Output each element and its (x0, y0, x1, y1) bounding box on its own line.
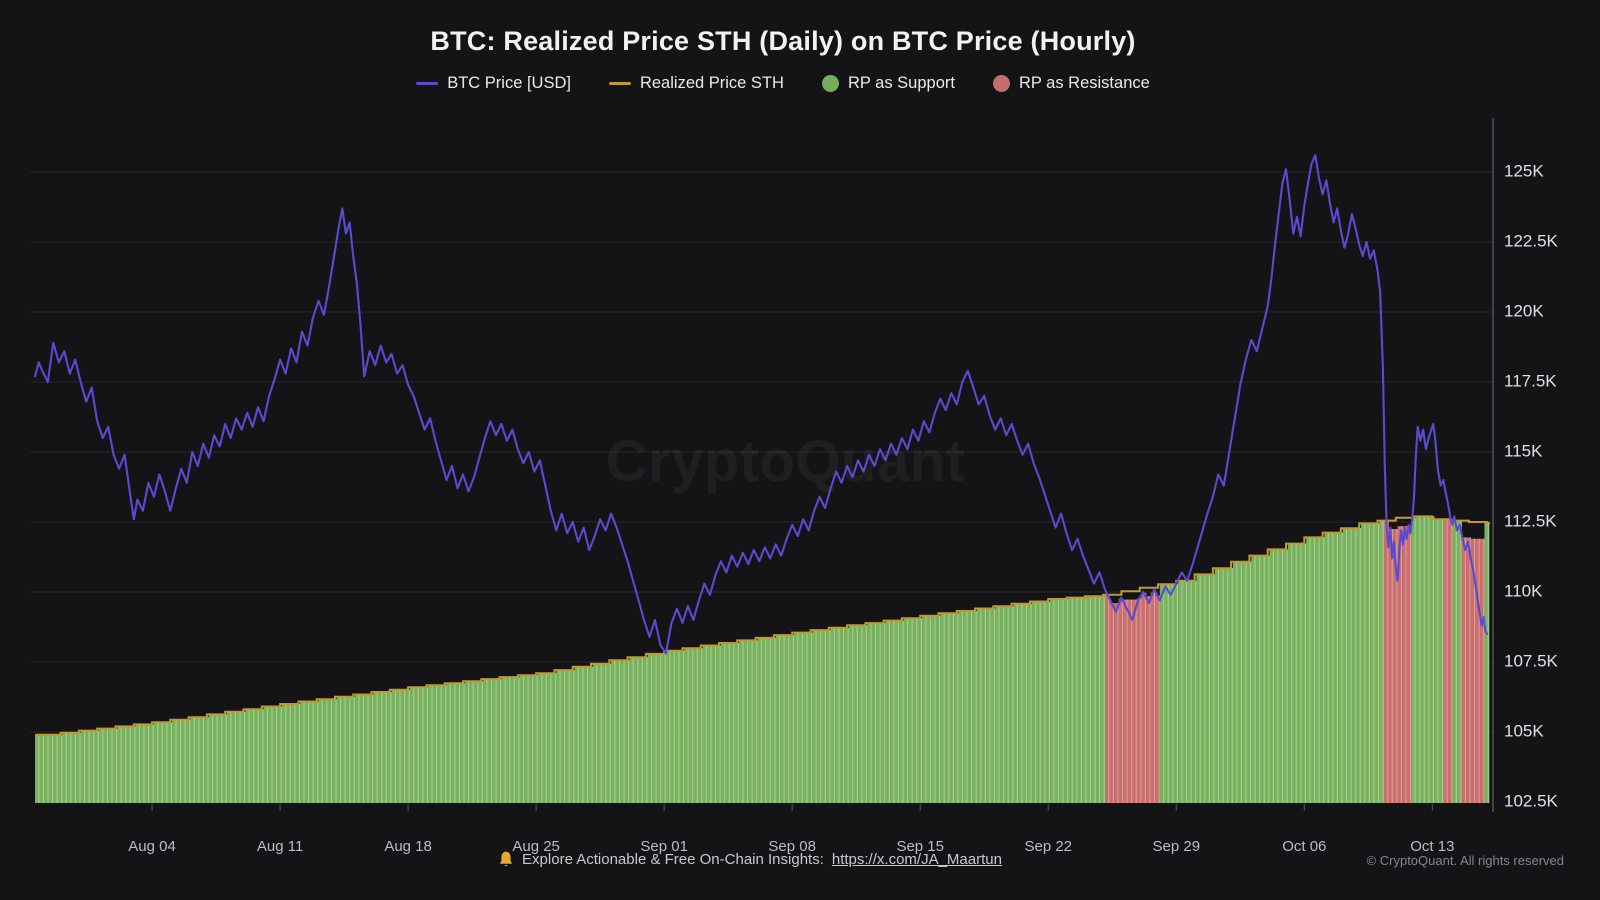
y-axis-label: 117.5K (1504, 371, 1557, 390)
legend-item-label: RP as Resistance (1018, 74, 1150, 92)
legend-item-realized-price-sth[interactable]: Realized Price STH (608, 74, 784, 93)
btc-price-line (33, 154, 1489, 655)
y-axis-label: 125K (1504, 161, 1544, 180)
y-axis-label: 102.5K (1504, 791, 1559, 810)
y-axis-label: 112.5K (1504, 511, 1557, 530)
realized-price-sth-line (35, 515, 1490, 736)
x-axis-label: Oct 06 (1282, 838, 1326, 855)
legend-line-swatch-icon (416, 81, 439, 86)
y-axis-label: 110K (1504, 581, 1543, 600)
copyright-notice: © CryptoQuant. All rights reserved (1366, 853, 1564, 868)
x-axis: Aug 04 Aug 11 Aug 18 Aug 25 Sep 01 Sep 08 Sep … (128, 804, 1454, 855)
y-axis-label: 122.5K (1504, 231, 1559, 250)
y-axis-label: 115K (1504, 441, 1543, 460)
x-axis-label: Aug 25 (512, 838, 560, 855)
x-axis-label: Aug 04 (128, 838, 176, 855)
footer-promo-text: Explore Actionable & Free On-Chain Insig… (522, 851, 824, 868)
x-axis-label: Sep 29 (1153, 838, 1201, 855)
legend-circle-swatch-icon (992, 75, 1010, 92)
legend-item-label: BTC Price [USD] (447, 74, 571, 92)
x-axis-label: Sep 22 (1024, 838, 1072, 855)
x-axis-label: Sep 01 (640, 838, 688, 855)
footer-promo: Explore Actionable & Free On-Chain Insig… (0, 851, 1500, 868)
footer-promo-link[interactable]: https://x.com/JA_Maartun (831, 851, 1002, 868)
legend-item-rp-as-support[interactable]: RP as Support (821, 74, 955, 93)
legend-circle-swatch-icon (821, 75, 839, 92)
y-axis-label: 120K (1504, 301, 1544, 320)
legend-item-label: RP as Support (847, 74, 955, 92)
support-resistance-bars (35, 516, 1490, 803)
y-axis: 125K 122.5K 120K 117.5K 115K 112.5K 110K 107.5K… (1492, 118, 1559, 812)
x-axis-label: Sep 15 (896, 838, 944, 855)
chart-legend: BTC Price [USD] Realized Price STH RP as S… (0, 74, 1566, 93)
legend-item-btc-price-usd[interactable]: BTC Price [USD] (416, 74, 571, 93)
x-axis-label: Aug 11 (257, 838, 303, 855)
bell-icon (498, 851, 514, 868)
legend-line-swatch-icon (608, 81, 631, 86)
x-axis-label: Aug 18 (384, 838, 432, 855)
page-title: BTC: Realized Price STH (Daily) on BTC P… (430, 26, 1136, 56)
x-axis-label: Oct 13 (1410, 838, 1454, 855)
y-axis-label: 105K (1504, 721, 1544, 740)
legend-item-rp-as-resistance[interactable]: RP as Resistance (992, 74, 1150, 93)
x-axis-label: Sep 08 (768, 838, 816, 855)
legend-item-label: Realized Price STH (639, 74, 784, 92)
y-axis-label: 107.5K (1504, 651, 1559, 670)
